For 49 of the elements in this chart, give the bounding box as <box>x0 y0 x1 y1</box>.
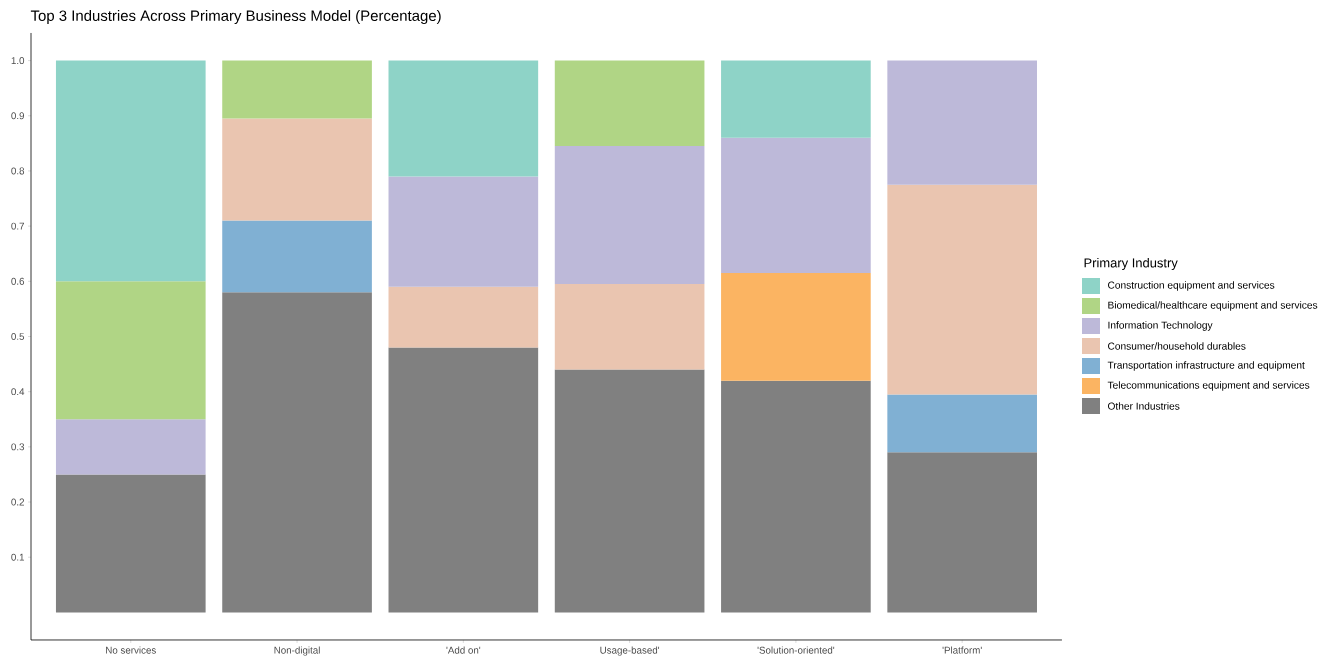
legend-title: Primary Industry <box>1084 257 1178 271</box>
bar <box>721 137 871 274</box>
y-tick-label: 0.5 <box>11 333 25 340</box>
x-tick-label: Non-digital <box>274 646 320 656</box>
y-tick-label: 0.4 <box>11 388 25 396</box>
y-tick-label: 1.0 <box>11 57 25 65</box>
bar <box>721 273 871 381</box>
x-tick-label: 'Add on' <box>446 646 481 654</box>
bar <box>388 347 539 613</box>
y-tick-label: 0.7 <box>11 222 24 230</box>
bar <box>554 146 705 285</box>
chart-title: Top 3 Industries Across Primary Business Model (Percentage) <box>30 10 441 24</box>
bar <box>887 452 1037 613</box>
bar <box>554 60 705 147</box>
bar <box>721 60 871 138</box>
bar <box>554 284 705 370</box>
x-tick-label: 'Platform' <box>942 646 982 654</box>
y-tick-label: 0.8 <box>11 167 25 175</box>
bar <box>388 60 539 177</box>
bar <box>721 380 871 613</box>
y-tick-label: 0.3 <box>11 443 25 451</box>
legend-label: Telecommunications equipment and services <box>1107 381 1310 391</box>
bar <box>222 60 372 119</box>
bar <box>887 60 1037 185</box>
bar <box>55 419 206 475</box>
y-tick-label: 0.2 <box>11 498 24 506</box>
y-tick-label: 0.9 <box>11 112 25 120</box>
legend-label: Transportation infrastructure and equipment <box>1107 361 1305 371</box>
legend-label: Consumer/household durables <box>1108 342 1246 350</box>
bar <box>222 220 372 293</box>
bar <box>554 369 705 613</box>
y-tick-label: 0.6 <box>11 277 25 285</box>
bar <box>222 292 372 613</box>
bar <box>55 60 206 282</box>
bar <box>887 394 1037 453</box>
x-tick-label: No services <box>106 646 156 654</box>
legend-label: Biomedical/healthcare equipment and services <box>1108 301 1318 311</box>
legend-label: Information Technology <box>1108 321 1213 331</box>
bar <box>222 118 372 221</box>
x-tick-label: 'Solution-oriented' <box>757 646 835 654</box>
bar <box>55 474 206 613</box>
legend-label: Construction equipment and services <box>1108 281 1275 291</box>
bar <box>887 184 1037 395</box>
x-tick-label: Usage-based' <box>600 646 660 656</box>
legend-label: Other Industries <box>1108 402 1180 410</box>
bar <box>388 286 539 348</box>
y-tick-label: 0.1 <box>11 553 25 561</box>
bar <box>388 176 539 287</box>
bar <box>55 281 206 420</box>
